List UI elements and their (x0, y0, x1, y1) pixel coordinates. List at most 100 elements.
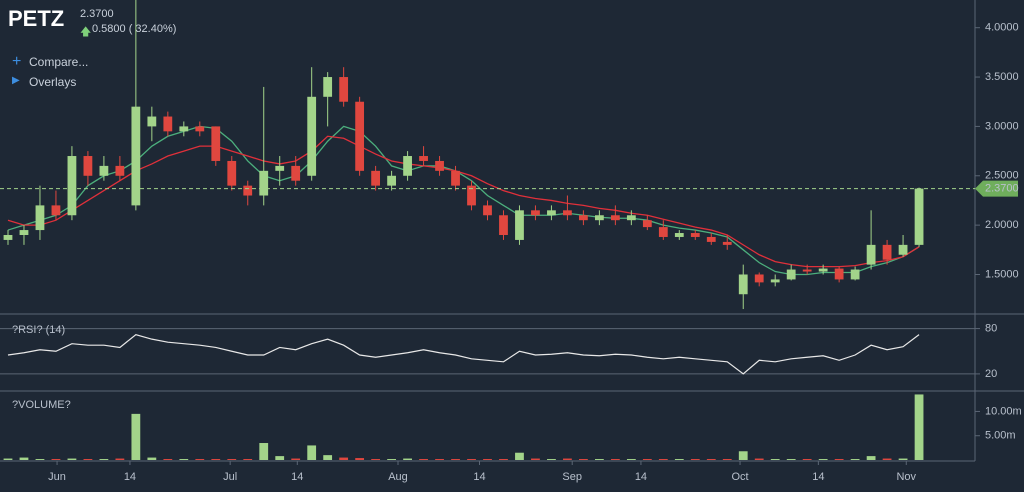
volume-bar (914, 394, 924, 460)
candle-body (307, 96, 317, 176)
candle-body (738, 274, 748, 295)
candle-body (387, 175, 396, 186)
candle-body (547, 210, 556, 216)
volume-bar (467, 459, 476, 460)
candle-body (339, 77, 349, 102)
candle-body (898, 244, 908, 255)
volume-bar (674, 459, 684, 460)
volume-bar (19, 457, 29, 460)
candle-body (690, 233, 700, 237)
volume-bar (818, 459, 828, 460)
x-tick-label: 14 (291, 471, 303, 483)
volume-bar (499, 459, 508, 460)
volume-bar (770, 459, 780, 460)
volume-bar (451, 459, 460, 460)
candle-body (914, 188, 924, 245)
candle-body (291, 165, 301, 181)
candle-body (371, 170, 381, 186)
volume-bar (483, 459, 492, 460)
candle-body (243, 185, 253, 196)
volume-bar (35, 459, 45, 460)
y-tick-label: 10.00m (985, 405, 1022, 417)
candle-body (706, 236, 716, 242)
volume-bar (227, 459, 237, 460)
x-tick-label: Jul (223, 471, 237, 483)
candle-body (35, 205, 45, 231)
candle-body (850, 269, 860, 280)
x-tick-label: 14 (812, 471, 824, 483)
y-tick-label: 80 (985, 322, 997, 334)
candle-body (403, 156, 412, 176)
x-tick-label: Jun (48, 471, 66, 483)
volume-bar (323, 455, 333, 460)
volume-bar (515, 452, 524, 460)
volume-bar (51, 459, 61, 460)
last-price-tag (975, 180, 1018, 197)
change: 0.5800 ( 32.40%) (92, 23, 177, 35)
candle-body (51, 205, 61, 216)
candle-body (275, 165, 285, 171)
candle-body (515, 210, 524, 240)
candle-body (3, 235, 13, 240)
y-tick-label: 3.5000 (985, 71, 1019, 83)
volume-bar (610, 459, 620, 460)
candle-body (882, 244, 892, 260)
volume-bar (563, 458, 572, 460)
volume-bar (531, 458, 540, 460)
candle-body (19, 230, 29, 235)
candle-body (131, 106, 141, 206)
compare-button[interactable]: Compare... (29, 55, 89, 69)
candle-body (355, 101, 365, 171)
y-tick-label: 5.00m (985, 430, 1016, 442)
candle-body (99, 165, 109, 176)
volume-bar (83, 459, 93, 460)
volume-bar (371, 459, 381, 460)
candle-body (531, 210, 540, 216)
candle-body (467, 185, 476, 206)
volume-bar (195, 459, 205, 460)
candle-body (147, 116, 157, 127)
volume-bar (754, 458, 764, 460)
compare-icon[interactable]: + (12, 53, 22, 70)
volume-bar (594, 459, 604, 460)
volume-bar (147, 457, 157, 460)
y-tick-label: 1.5000 (985, 268, 1019, 280)
candle-body (115, 165, 125, 176)
volume-bar (355, 458, 365, 460)
y-tick-label: 2.0000 (985, 219, 1019, 231)
volume-bar (419, 459, 428, 460)
volume-bar (115, 458, 125, 460)
candle-body (67, 156, 77, 216)
volume-bar (435, 459, 444, 460)
moving-average (7, 125, 920, 276)
overlays-button[interactable]: Overlays (29, 75, 77, 89)
volume-bar (642, 459, 652, 460)
candle-body (227, 160, 237, 186)
overlays-icon[interactable]: ▶ (12, 75, 20, 86)
x-tick-label: Nov (896, 471, 916, 483)
x-tick-label: Aug (388, 471, 408, 483)
volume-bar (579, 459, 588, 460)
change-arrow: 🡅 (80, 26, 92, 38)
candle-body (163, 116, 173, 132)
candle-body (834, 268, 844, 280)
candle-body (195, 126, 205, 132)
volume-bar (834, 459, 844, 460)
volume-bar (898, 458, 908, 460)
candle-body (786, 269, 796, 280)
volume-bar (291, 458, 301, 460)
candle-body (211, 126, 221, 161)
x-tick-label: Sep (562, 471, 582, 483)
volume-bar (403, 458, 412, 460)
volume-bar (626, 459, 636, 460)
y-tick-label: 20 (985, 368, 997, 380)
volume-bar (547, 459, 556, 460)
volume-bar (99, 459, 109, 460)
volume-bar (786, 459, 796, 460)
candle-body (419, 156, 428, 161)
candle-body (674, 233, 684, 237)
candle-body (658, 227, 668, 237)
candle-body (83, 156, 93, 176)
